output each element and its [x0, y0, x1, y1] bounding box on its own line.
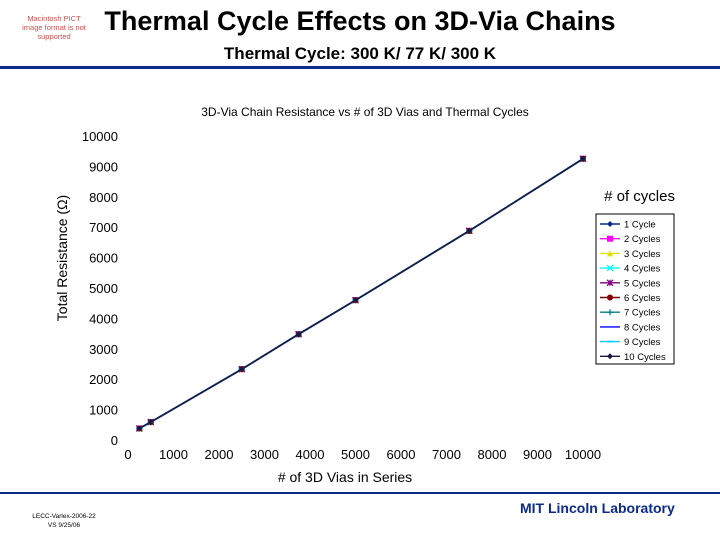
- x-tick-label: 10000: [565, 447, 601, 462]
- legend-label: 2 Cycles: [624, 234, 661, 245]
- y-axis-label: Total Resistance (Ω): [54, 195, 70, 321]
- legend-marker: [607, 235, 613, 242]
- data-point: [580, 155, 586, 162]
- series-line: [139, 158, 584, 430]
- legend-marker: [606, 279, 614, 287]
- y-tick-label: 8000: [89, 190, 118, 205]
- data-point: [352, 297, 359, 304]
- series-line: [139, 158, 584, 430]
- y-tick-label: 1000: [89, 403, 118, 418]
- x-tick-label: 0: [124, 447, 131, 462]
- x-tick-label: 9000: [523, 447, 552, 462]
- data-point: [238, 366, 245, 373]
- footer-doc-id: LECC-Varlex-2006-22 VS 9/25/06: [32, 513, 96, 529]
- data-point: [466, 227, 473, 234]
- legend-title: # of cycles: [604, 188, 675, 205]
- legend-label: 4 Cycles: [624, 264, 661, 275]
- slide-subtitle: Thermal Cycle: 300 K/ 77 K/ 300 K: [223, 44, 497, 63]
- series-line: [139, 158, 584, 430]
- y-tick-label: 2000: [89, 372, 118, 387]
- series-line: [139, 158, 584, 430]
- chart-title: 3D-Via Chain Resistance vs # of 3D Vias …: [201, 105, 529, 119]
- footer-brand: MIT Lincoln Laboratory: [520, 500, 675, 516]
- footer-divider: [0, 492, 720, 494]
- series-line: [139, 158, 584, 430]
- y-tick-label: 4000: [89, 311, 118, 326]
- y-tick-label: 9000: [89, 159, 118, 174]
- chart-legend: # of cycles 1 Cycle 2 Cycles 3 Cycles 4 Cyc…: [595, 188, 675, 365]
- legend-label: 5 Cycles: [624, 278, 661, 289]
- y-tick-label: 5000: [89, 281, 118, 296]
- y-tick-label: 3000: [89, 342, 118, 357]
- y-tick-label: 0: [111, 433, 118, 448]
- series-line: [139, 158, 584, 430]
- legend-label: 3 Cycles: [624, 249, 661, 260]
- legend-marker: [606, 264, 614, 272]
- series-line: [139, 158, 584, 430]
- legend-label: 9 Cycles: [624, 337, 661, 348]
- chart-axes: 0 1000 2000 3000 4000 5000 6000 7000 8000 9000 100…: [82, 129, 601, 462]
- legend-label: 10 Cycles: [624, 352, 666, 363]
- legend-marker: [607, 221, 613, 227]
- series-layer: [135, 155, 587, 432]
- y-tick-label: 6000: [89, 251, 118, 266]
- slide-title: Thermal Cycle Effects on 3D-Via Chains: [104, 6, 616, 36]
- thermal-cycle-chart: 3D-Via Chain Resistance vs # of 3D Vias …: [54, 105, 675, 485]
- data-point: [295, 331, 302, 338]
- legend-label: 1 Cycle: [624, 220, 656, 231]
- x-axis-label: # of 3D Vias in Series: [278, 469, 412, 485]
- x-tick-label: 4000: [296, 447, 325, 462]
- x-tick-label: 2000: [205, 447, 234, 462]
- series-line: [139, 158, 584, 430]
- x-tick-label: 6000: [387, 447, 416, 462]
- unsupported-image-note: Macintosh PICT image format is not suppo…: [22, 14, 86, 41]
- legend-marker: [607, 250, 613, 257]
- legend-marker: [607, 353, 613, 360]
- legend-label: 8 Cycles: [624, 322, 661, 333]
- x-tick-label: 1000: [159, 447, 188, 462]
- series-line: [139, 158, 584, 430]
- x-tick-label: 8000: [478, 447, 507, 462]
- y-tick-label: 7000: [89, 220, 118, 235]
- legend-marker: [607, 294, 613, 301]
- data-point: [147, 419, 154, 426]
- x-tick-label: 3000: [250, 447, 279, 462]
- data-point: [136, 425, 143, 432]
- legend-label: 6 Cycles: [624, 293, 661, 304]
- x-tick-label: 5000: [341, 447, 370, 462]
- title-divider: [0, 66, 720, 69]
- y-tick-label: 10000: [82, 129, 118, 144]
- legend-label: 7 Cycles: [624, 308, 661, 319]
- x-tick-label: 7000: [432, 447, 461, 462]
- series-line: [139, 158, 584, 430]
- legend-marker: [607, 309, 613, 316]
